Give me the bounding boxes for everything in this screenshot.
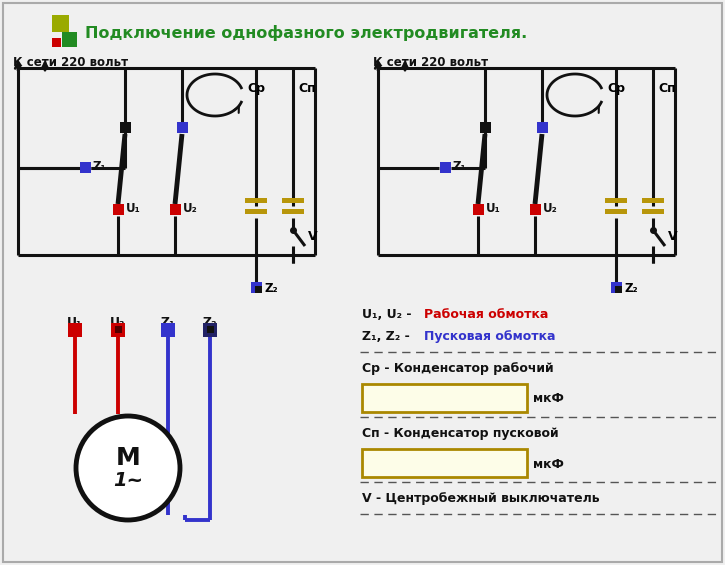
Bar — [615, 286, 622, 293]
Bar — [52, 15, 69, 32]
Text: К сети 220 вольт: К сети 220 вольт — [13, 56, 128, 69]
Bar — [62, 32, 77, 47]
Text: Подключение однофазного электродвигателя.: Подключение однофазного электродвигателя… — [85, 25, 527, 41]
Bar — [282, 209, 304, 214]
Bar — [605, 198, 627, 203]
Text: Cп: Cп — [658, 82, 676, 95]
Text: 1~: 1~ — [113, 471, 143, 489]
Text: Рабочая обмотка: Рабочая обмотка — [424, 308, 548, 321]
Bar — [68, 323, 82, 337]
Text: мкФ: мкФ — [533, 458, 564, 471]
Text: V: V — [668, 229, 678, 242]
Text: Cп: Cп — [298, 82, 315, 95]
Bar — [255, 286, 262, 293]
Bar — [177, 122, 188, 133]
Bar — [207, 326, 214, 333]
Bar — [605, 209, 627, 214]
Text: Cр: Cр — [607, 82, 625, 95]
Text: Z₂: Z₂ — [625, 281, 639, 294]
Text: Z₂: Z₂ — [203, 316, 218, 329]
Bar — [480, 122, 491, 133]
Text: Z₁, Z₂ -: Z₁, Z₂ - — [362, 330, 414, 343]
Text: К сети 220 вольт: К сети 220 вольт — [373, 56, 488, 69]
Bar — [282, 198, 304, 203]
Bar — [530, 204, 541, 215]
Bar — [111, 323, 125, 337]
Bar — [120, 122, 131, 133]
Text: U₂: U₂ — [543, 202, 558, 215]
Bar — [113, 204, 124, 215]
Bar — [52, 38, 61, 47]
Bar — [642, 209, 664, 214]
Text: U₂: U₂ — [183, 202, 198, 215]
Bar — [642, 198, 664, 203]
Bar — [245, 209, 267, 214]
Text: Z₁: Z₁ — [93, 160, 107, 173]
Bar — [611, 282, 622, 293]
Bar — [537, 122, 548, 133]
Text: Сп - Конденсатор пусковой: Сп - Конденсатор пусковой — [362, 427, 559, 440]
Text: V: V — [308, 229, 318, 242]
Text: Cр: Cр — [247, 82, 265, 95]
Bar — [170, 204, 181, 215]
Text: U₁: U₁ — [67, 316, 83, 329]
Bar — [362, 384, 527, 412]
Text: Пусковая обмотка: Пусковая обмотка — [424, 330, 555, 343]
Text: U₁: U₁ — [126, 202, 141, 215]
Text: M: M — [115, 446, 141, 470]
Text: V - Центробежный выключатель: V - Центробежный выключатель — [362, 492, 600, 505]
Text: Z₂: Z₂ — [265, 281, 278, 294]
Text: U₁: U₁ — [486, 202, 501, 215]
Text: U₂: U₂ — [110, 316, 125, 329]
Bar — [161, 323, 175, 337]
Bar — [362, 449, 527, 477]
Bar — [245, 198, 267, 203]
Text: Ср - Конденсатор рабочий: Ср - Конденсатор рабочий — [362, 362, 554, 375]
Bar — [440, 162, 451, 173]
Bar — [80, 162, 91, 173]
Bar — [203, 323, 217, 337]
Bar — [251, 282, 262, 293]
Bar — [115, 326, 122, 333]
Text: U₁, U₂ -: U₁, U₂ - — [362, 308, 416, 321]
Text: Z₁: Z₁ — [453, 160, 467, 173]
Circle shape — [76, 416, 180, 520]
Text: мкФ: мкФ — [533, 393, 564, 406]
Bar — [473, 204, 484, 215]
Text: Z₁: Z₁ — [161, 316, 175, 329]
